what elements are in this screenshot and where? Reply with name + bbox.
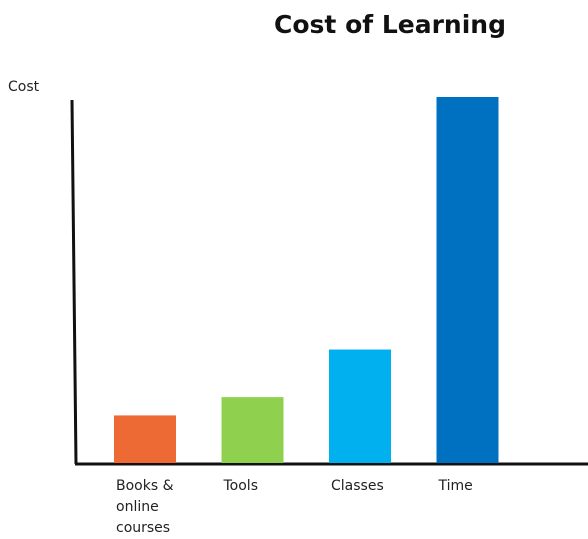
- bar: [329, 349, 391, 463]
- x-tick-label: Time: [438, 478, 473, 494]
- chart-title: Cost of Learning: [274, 10, 506, 39]
- y-axis: [70, 99, 78, 465]
- bar: [436, 97, 499, 463]
- x-tick-label: Tools: [223, 478, 259, 494]
- x-tick-label: Classes: [331, 478, 384, 494]
- bar: [221, 397, 284, 463]
- x-tick-label: Books & online courses: [116, 478, 174, 536]
- bar: [114, 415, 176, 463]
- y-axis-label: Cost: [8, 79, 40, 95]
